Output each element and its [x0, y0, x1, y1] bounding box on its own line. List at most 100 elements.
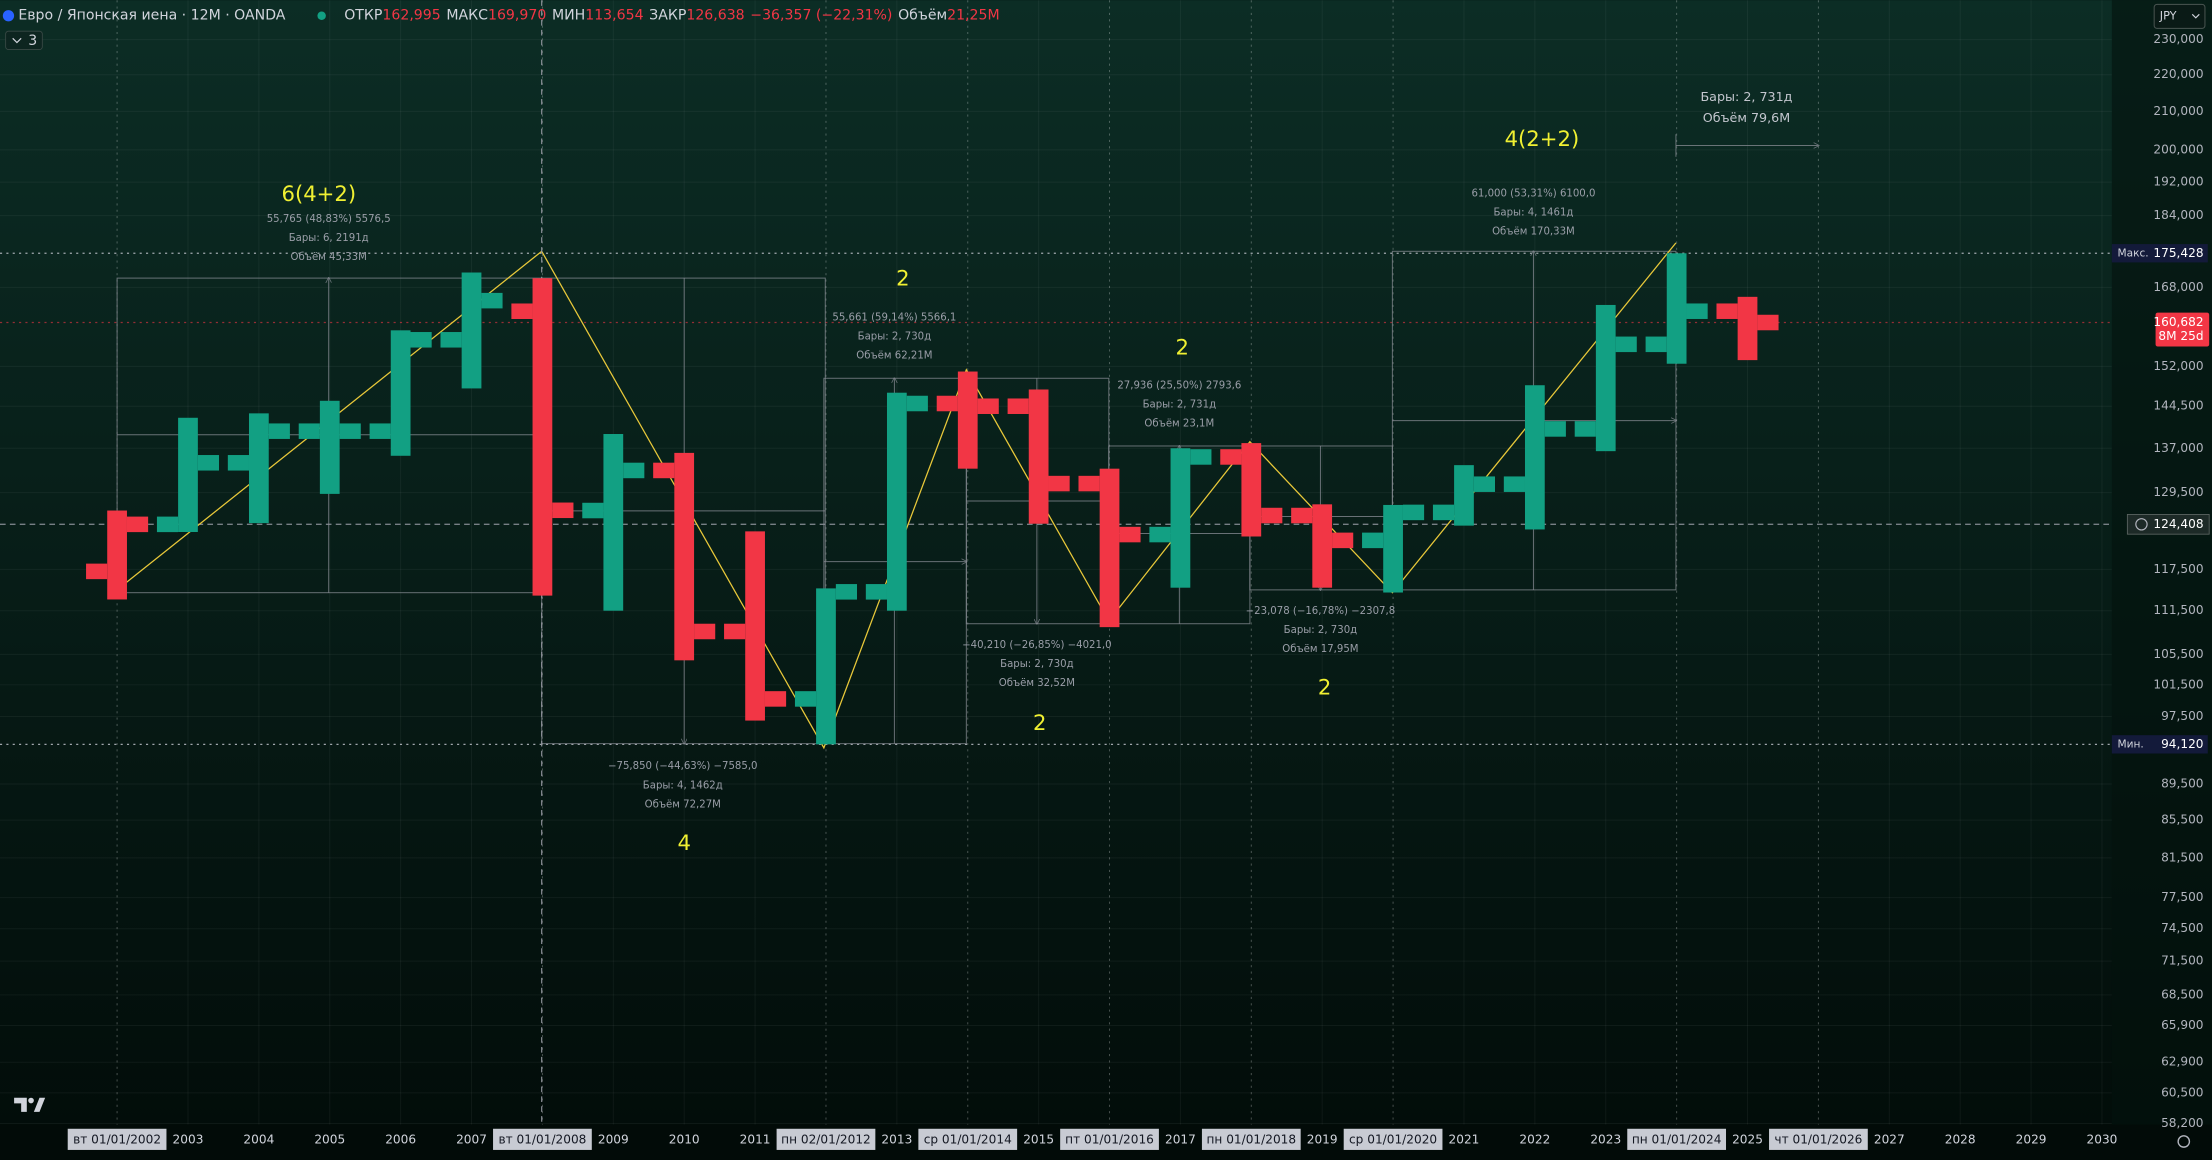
bar-close — [197, 455, 220, 471]
grid — [0, 0, 2112, 1125]
bar-close — [764, 691, 787, 707]
x-label-box — [918, 1128, 1018, 1150]
bar-open — [1220, 449, 1242, 465]
price-label: 160,682 — [2153, 315, 2203, 329]
x-label-box — [1627, 1128, 1727, 1150]
bar-open — [1503, 476, 1525, 492]
bar-close — [1686, 303, 1708, 319]
indicator-toggle[interactable] — [5, 30, 43, 50]
measure-text: Объём 170,33M — [1492, 227, 1575, 238]
bar-range — [1312, 504, 1333, 588]
symbol-title: Евро / Японская иена · 12M · OANDA — [18, 8, 285, 24]
x-tick-label: 2023 — [1590, 1133, 1621, 1147]
price-label-box — [2155, 312, 2210, 347]
y-tick-label: 62,900 — [2161, 1055, 2203, 1069]
wave-label: 2 — [1033, 710, 1046, 735]
bar-range — [1241, 443, 1262, 537]
wave-label: 4(2+2) — [1505, 126, 1580, 151]
legend-value: 21,25M — [947, 8, 1000, 24]
x-tick-label: 2009 — [598, 1133, 629, 1147]
x-tick-label: 2003 — [173, 1133, 204, 1147]
bar-close — [268, 423, 290, 439]
bar-open — [1574, 421, 1596, 437]
y-tick-label: 184,000 — [2153, 208, 2203, 222]
measure-text: −75,850 (−44,63%) −7585,0 — [608, 761, 757, 772]
x-tick-label: 2017 — [1165, 1133, 1196, 1147]
legend-values: ОТКР162,995 МАКС169,970 МИН113,654 ЗАКР126,… — [344, 8, 999, 24]
bar-open — [86, 563, 108, 580]
bar-range — [390, 330, 411, 456]
x-label-box — [1201, 1128, 1301, 1150]
labels: 55,765 (48,83%) 5576,5 Бары: 6, 2191д Объё… — [267, 89, 1793, 855]
bar-close — [552, 502, 574, 519]
y-tick-label: 97,500 — [2161, 709, 2203, 723]
legend-value: 113,654 — [585, 8, 643, 24]
indicator-count: 3 — [28, 33, 37, 49]
bar-open — [1007, 398, 1029, 414]
bar-open — [298, 423, 320, 439]
bar-range — [1454, 465, 1474, 526]
x-label-box — [67, 1128, 167, 1150]
x-tick-label: чт 01/01/2026 — [1774, 1133, 1862, 1147]
settings-icon[interactable] — [2177, 1135, 2191, 1148]
bar-close — [339, 423, 361, 439]
x-tick-label: 2021 — [1449, 1133, 1480, 1147]
y-tick-label: 152,000 — [2153, 359, 2203, 373]
bar-open — [369, 423, 391, 439]
y-tick-label: 137,000 — [2153, 441, 2203, 455]
measure-text: −40,210 (−26,85%) −4021,0 — [962, 640, 1111, 651]
bar-open — [1149, 526, 1171, 543]
bar-range — [1666, 253, 1687, 364]
bar-close — [1190, 449, 1212, 465]
x-tick-label: 2013 — [881, 1133, 912, 1147]
measure-text: 61,000 (53,31%) 6100,0 — [1471, 188, 1595, 199]
price-label: 124,408 — [2153, 517, 2203, 531]
legend-field: МАКС — [446, 8, 488, 24]
chevron — [2191, 13, 2200, 19]
legend-value: 169,970 — [488, 8, 546, 24]
measure-text: Объём 32,52M — [999, 678, 1075, 689]
bar-range — [1595, 304, 1616, 452]
symbol-icon — [2, 10, 15, 22]
bar-range — [532, 278, 553, 596]
measure-text: −23,078 (−16,78%) −2307,8 — [1246, 606, 1395, 617]
x-tick-label: 2006 — [385, 1133, 416, 1147]
x-tick-label: 2027 — [1874, 1133, 1905, 1147]
legend-field: Объём — [898, 8, 947, 24]
y-tick-label: 60,500 — [2161, 1085, 2203, 1099]
bar-range — [461, 272, 482, 389]
x-tick-label: пн 01/01/2018 — [1207, 1133, 1297, 1147]
x-tick-label: 2030 — [2087, 1133, 2118, 1147]
measure-text: 55,765 (48,83%) 5576,5 — [267, 214, 391, 225]
bar-open — [1432, 504, 1455, 521]
bar-range — [957, 371, 978, 469]
price-axis — [2111, 0, 2212, 1160]
bar-open — [511, 303, 533, 320]
price-label-box — [2126, 514, 2210, 535]
y-tick-label: 111,500 — [2153, 603, 2203, 617]
measure-text: Объём 17,95M — [1282, 644, 1358, 655]
x-tick-label: ср 01/01/2020 — [1349, 1133, 1437, 1147]
currency-button[interactable] — [2153, 3, 2206, 29]
bar-close — [1119, 526, 1141, 543]
y-tick-label: 168,000 — [2153, 280, 2203, 294]
bar-range — [1524, 385, 1545, 530]
y-tick-label: 68,500 — [2161, 987, 2203, 1001]
legend-field: ЗАКР — [649, 8, 687, 24]
bar-range — [248, 413, 269, 524]
bar-close — [481, 292, 503, 309]
measure-text: Объём 62,21M — [856, 351, 932, 362]
x-tick-label: 2025 — [1732, 1133, 1763, 1147]
bar-open — [865, 584, 887, 600]
bar-open — [440, 332, 462, 348]
bar-close — [977, 398, 999, 414]
y-tick-label: 85,500 — [2161, 813, 2203, 827]
bar-close — [1048, 475, 1070, 492]
legend: Евро / Японская иена · 12M · OANDA — [18, 8, 285, 24]
bars — [86, 253, 1779, 745]
x-tick-label: пт 01/01/2016 — [1065, 1133, 1154, 1147]
bar-close — [835, 584, 858, 600]
bar-close — [906, 395, 928, 412]
x-tick-label: 2004 — [243, 1133, 274, 1147]
add-icon — [2135, 518, 2148, 531]
